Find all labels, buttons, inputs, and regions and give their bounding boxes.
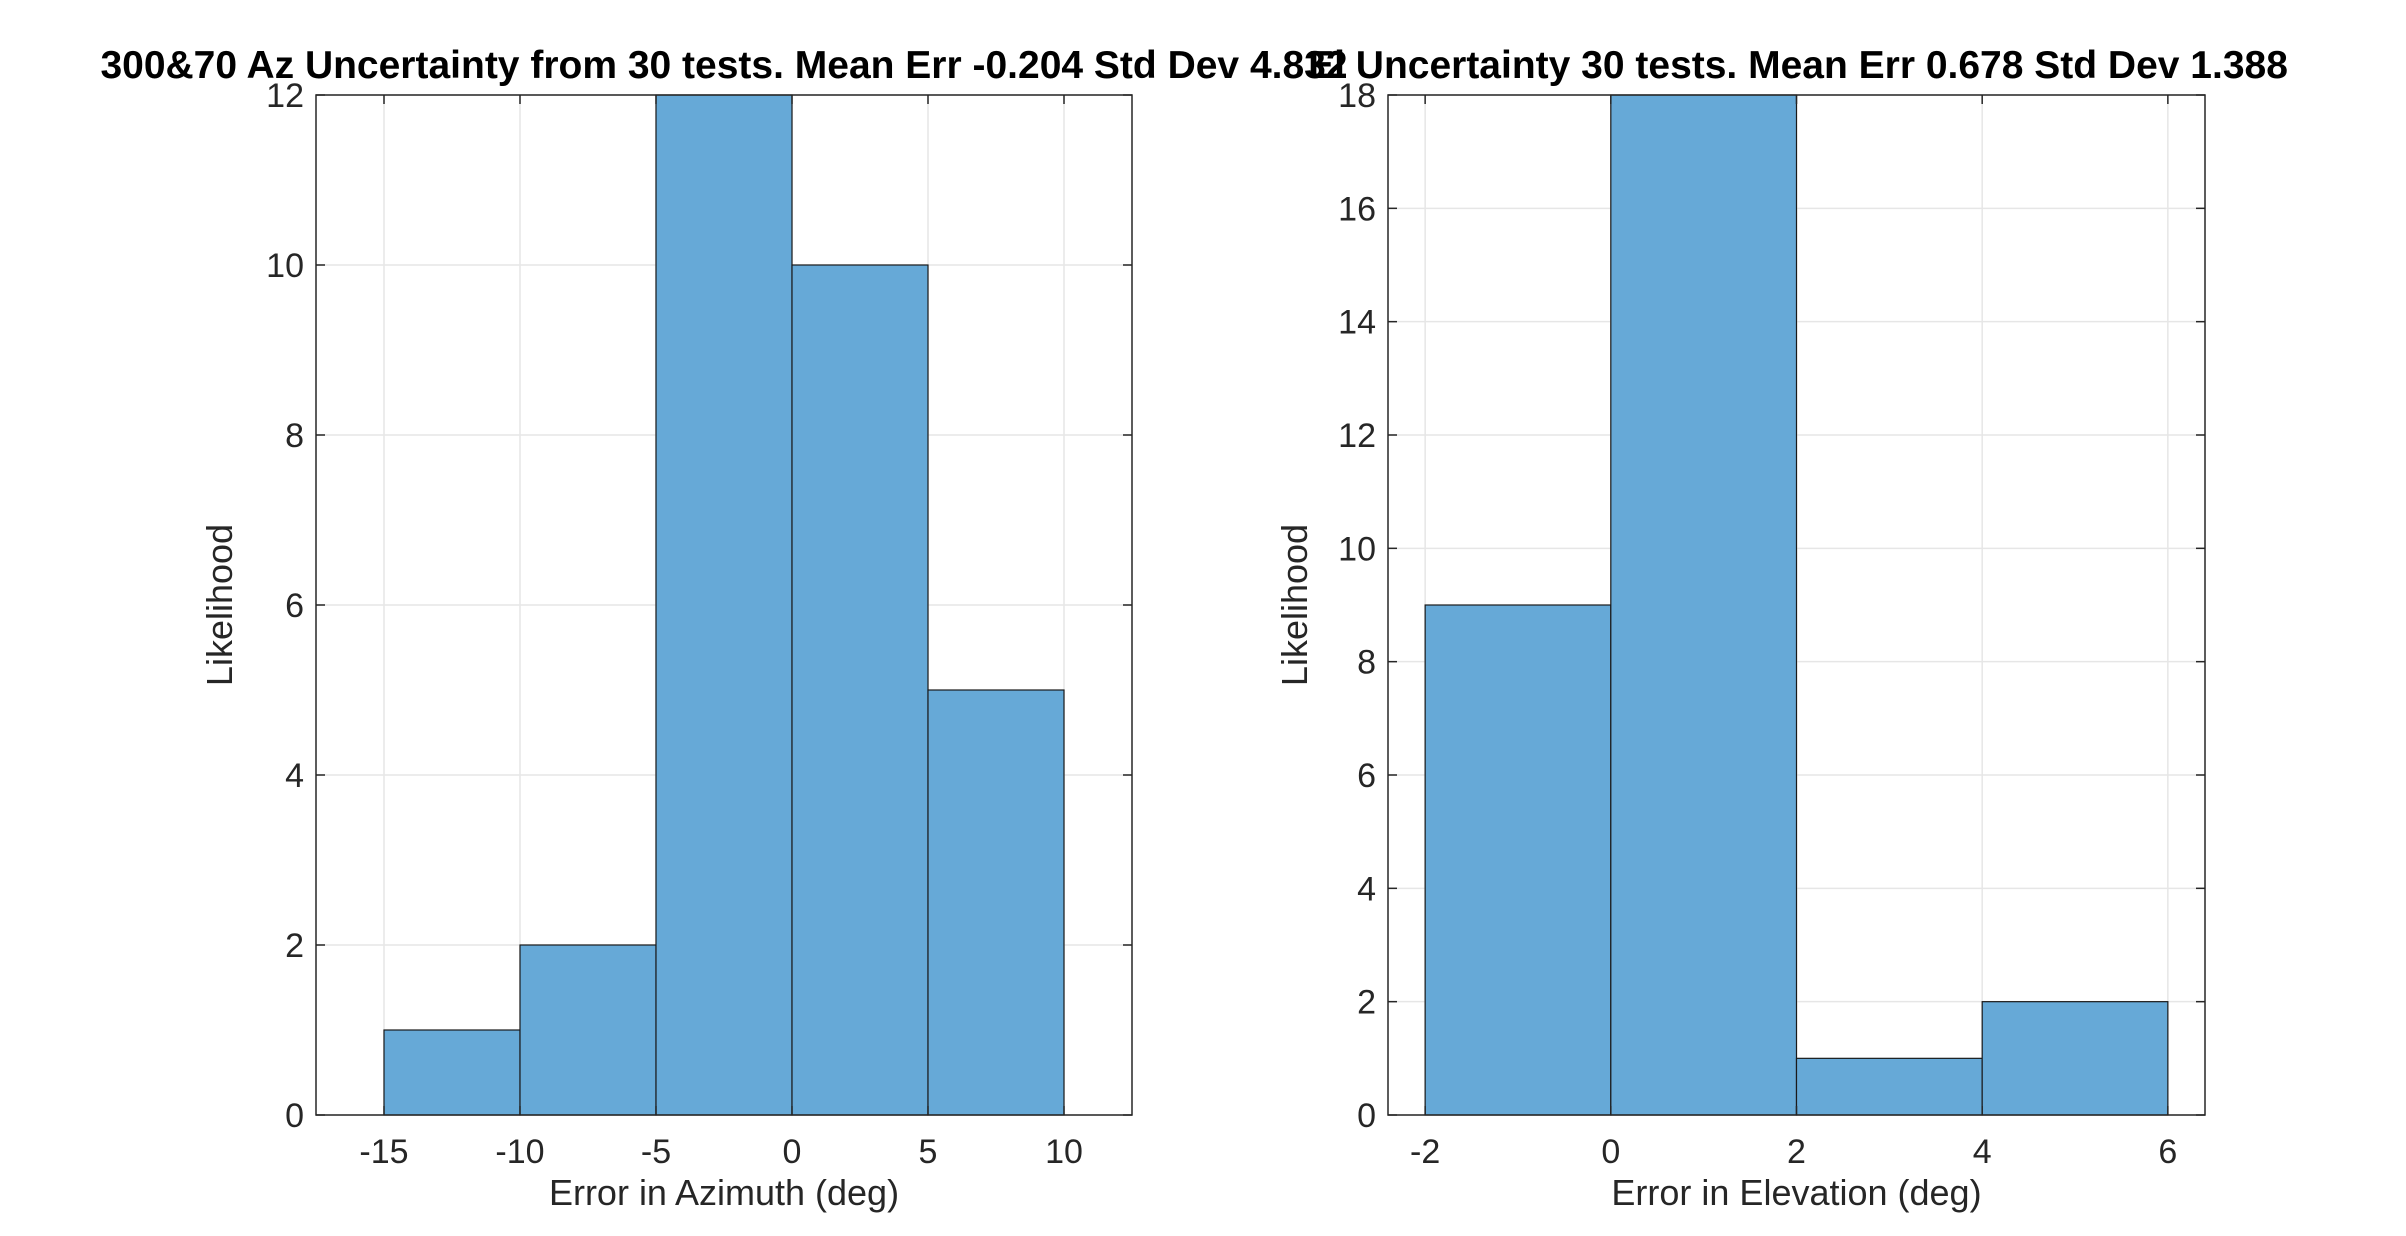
- y-tick-label: 6: [285, 587, 304, 625]
- x-tick-label: 10: [1045, 1133, 1083, 1171]
- y-tick-label: 0: [1357, 1097, 1376, 1135]
- histogram-bar: [791, 264, 929, 1116]
- y-tick-label: 10: [266, 247, 304, 285]
- chart-2: -2 0 2 4 6 0 2 4 6 8 10 12 14 16 18 Error in Elevation …: [1274, 44, 2288, 1213]
- x-tick-label: 0: [1601, 1133, 1620, 1171]
- y-axis-label: Likelihood: [1274, 524, 1315, 686]
- y-tick-label: 8: [1357, 644, 1376, 682]
- chart-1: -15 -10 -5 0 5 10 0 2 4 6 8 10 12 Error in Azimuth (d…: [100, 44, 1347, 1213]
- histogram-bar: [519, 944, 657, 1116]
- y-tick-label: 12: [1338, 417, 1376, 455]
- x-tick-label: -2: [1410, 1133, 1440, 1171]
- x-tick-label: -15: [359, 1133, 408, 1171]
- y-tick-label: 2: [1357, 984, 1376, 1022]
- y-tick-label: 8: [285, 417, 304, 455]
- y-tick-label: 12: [266, 77, 304, 115]
- chart-title: 300&70 Az Uncertainty from 30 tests. Mea…: [100, 44, 1347, 87]
- histogram-bar: [1424, 604, 1612, 1116]
- x-tick-label: 4: [1973, 1133, 1992, 1171]
- x-tick-label: 2: [1787, 1133, 1806, 1171]
- x-tick-label: 5: [919, 1133, 938, 1171]
- y-tick-label: 18: [1338, 77, 1376, 115]
- x-tick-label: -5: [641, 1133, 671, 1171]
- y-tick-label: 2: [285, 927, 304, 965]
- x-tick-label: 6: [2158, 1133, 2177, 1171]
- histogram-bar: [1981, 1001, 2169, 1116]
- y-axis-label: Likelihood: [199, 524, 240, 686]
- y-tick-label: 6: [1357, 757, 1376, 795]
- y-tick-label: 4: [1357, 870, 1376, 908]
- histogram-bar: [655, 94, 793, 1116]
- x-axis-label: Error in Elevation (deg): [1611, 1172, 1981, 1213]
- y-tick-label: 14: [1338, 304, 1376, 342]
- histogram-bar: [927, 689, 1065, 1116]
- y-tick-label: 10: [1338, 530, 1376, 568]
- histogram-bar: [383, 1029, 521, 1116]
- y-tick-label: 16: [1338, 190, 1376, 228]
- chart-title: El Uncertainty 30 tests. Mean Err 0.678 …: [1308, 44, 2288, 87]
- histogram-bar: [1795, 1057, 1983, 1116]
- histogram-bar: [1610, 94, 1798, 1116]
- x-tick-label: -10: [495, 1133, 544, 1171]
- x-axis-label: Error in Azimuth (deg): [549, 1172, 899, 1213]
- y-tick-label: 0: [285, 1097, 304, 1135]
- y-tick-label: 4: [285, 757, 304, 795]
- x-tick-label: 0: [783, 1133, 802, 1171]
